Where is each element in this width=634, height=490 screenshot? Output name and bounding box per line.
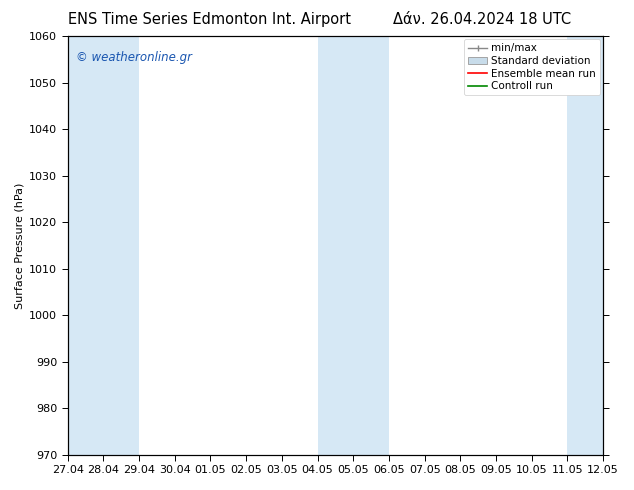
Bar xyxy=(318,36,389,455)
Bar xyxy=(68,36,139,455)
Text: © weatheronline.gr: © weatheronline.gr xyxy=(75,51,191,64)
Legend: min/max, Standard deviation, Ensemble mean run, Controll run: min/max, Standard deviation, Ensemble me… xyxy=(464,39,600,96)
Bar xyxy=(567,36,603,455)
Text: ENS Time Series Edmonton Int. Airport: ENS Time Series Edmonton Int. Airport xyxy=(68,12,351,27)
Y-axis label: Surface Pressure (hPa): Surface Pressure (hPa) xyxy=(15,182,25,309)
Text: Δάν. 26.04.2024 18 UTC: Δάν. 26.04.2024 18 UTC xyxy=(393,12,571,27)
